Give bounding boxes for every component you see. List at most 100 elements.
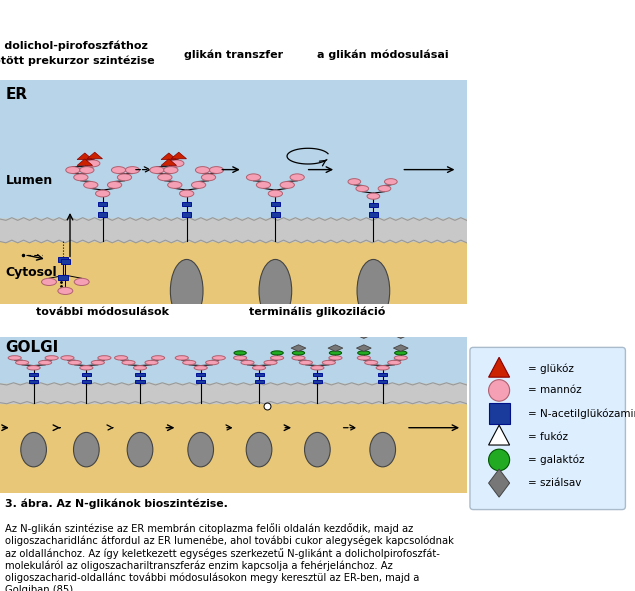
Ellipse shape	[357, 259, 390, 322]
Circle shape	[241, 361, 254, 365]
Circle shape	[194, 366, 207, 370]
Bar	[0, 219, 467, 242]
Circle shape	[111, 167, 126, 174]
Circle shape	[201, 174, 216, 181]
Circle shape	[150, 167, 164, 174]
Circle shape	[264, 361, 277, 365]
Polygon shape	[328, 345, 343, 352]
Circle shape	[311, 366, 324, 370]
Circle shape	[394, 351, 407, 355]
Bar	[378, 373, 387, 376]
Text: terminális glikoziláció: terminális glikoziláció	[249, 306, 385, 317]
Bar	[488, 403, 510, 424]
Bar	[135, 373, 145, 376]
Circle shape	[39, 361, 51, 365]
Text: = fukóz: = fukóz	[528, 432, 568, 441]
Ellipse shape	[246, 433, 272, 467]
Polygon shape	[291, 345, 306, 352]
Circle shape	[290, 174, 304, 181]
Text: = mannóz: = mannóz	[528, 385, 582, 395]
Polygon shape	[77, 153, 93, 160]
Circle shape	[180, 190, 194, 197]
Circle shape	[84, 181, 98, 189]
Circle shape	[329, 356, 342, 360]
Circle shape	[74, 278, 89, 285]
Circle shape	[168, 181, 182, 189]
Circle shape	[212, 356, 225, 360]
Bar	[135, 379, 145, 382]
Ellipse shape	[21, 433, 46, 467]
Text: további módosulások: további módosulások	[36, 307, 169, 317]
Circle shape	[27, 366, 40, 370]
Bar	[196, 373, 205, 376]
Circle shape	[280, 181, 295, 189]
Bar	[98, 202, 107, 206]
Bar	[182, 212, 192, 217]
Bar	[82, 373, 91, 376]
Circle shape	[79, 167, 94, 174]
Circle shape	[246, 174, 261, 181]
Circle shape	[210, 167, 224, 174]
Circle shape	[271, 351, 283, 355]
Ellipse shape	[305, 433, 330, 467]
Polygon shape	[356, 332, 371, 339]
Circle shape	[145, 361, 158, 365]
Circle shape	[234, 351, 246, 355]
Ellipse shape	[74, 433, 99, 467]
Circle shape	[376, 366, 389, 370]
Circle shape	[387, 361, 401, 365]
Circle shape	[152, 356, 164, 360]
Circle shape	[348, 178, 361, 185]
Circle shape	[114, 356, 128, 360]
Circle shape	[330, 351, 342, 355]
Circle shape	[358, 356, 370, 360]
Bar	[29, 379, 38, 382]
Circle shape	[8, 356, 22, 360]
Bar	[58, 257, 68, 262]
Bar	[29, 373, 38, 376]
Circle shape	[74, 174, 88, 181]
Polygon shape	[161, 153, 177, 160]
Polygon shape	[488, 358, 510, 377]
Circle shape	[164, 167, 178, 174]
Text: Lumen: Lumen	[6, 174, 53, 187]
Circle shape	[257, 181, 271, 189]
Polygon shape	[488, 425, 510, 445]
Polygon shape	[161, 159, 177, 165]
Circle shape	[364, 361, 378, 365]
Bar	[196, 379, 205, 382]
Bar	[98, 212, 107, 217]
Bar	[0, 384, 467, 493]
Bar	[182, 202, 192, 206]
Polygon shape	[488, 469, 510, 497]
Polygon shape	[394, 332, 408, 339]
Circle shape	[488, 449, 510, 470]
Circle shape	[191, 181, 206, 189]
Bar	[369, 212, 378, 217]
Text: ER: ER	[6, 86, 28, 102]
Text: 3. ábra. Az N-glikánok bioszintézise.: 3. ábra. Az N-glikánok bioszintézise.	[4, 498, 227, 509]
Circle shape	[66, 167, 80, 174]
Bar	[369, 203, 378, 207]
Circle shape	[268, 190, 283, 197]
Circle shape	[157, 174, 172, 181]
Circle shape	[86, 160, 100, 167]
Circle shape	[183, 361, 196, 365]
Text: = galaktóz: = galaktóz	[528, 454, 585, 465]
Circle shape	[378, 186, 391, 191]
Bar	[58, 275, 68, 280]
Text: = glükóz: = glükóz	[528, 363, 574, 374]
Polygon shape	[394, 345, 408, 352]
Circle shape	[69, 361, 81, 365]
Text: Cytosol: Cytosol	[6, 267, 57, 280]
Circle shape	[206, 361, 219, 365]
Circle shape	[122, 361, 135, 365]
Text: a glikán módosulásai: a glikán módosulásai	[317, 49, 448, 60]
Circle shape	[196, 167, 210, 174]
Polygon shape	[171, 152, 187, 159]
Circle shape	[253, 366, 265, 370]
Circle shape	[125, 167, 140, 174]
Bar	[0, 337, 467, 384]
Ellipse shape	[188, 433, 213, 467]
Polygon shape	[77, 159, 93, 165]
